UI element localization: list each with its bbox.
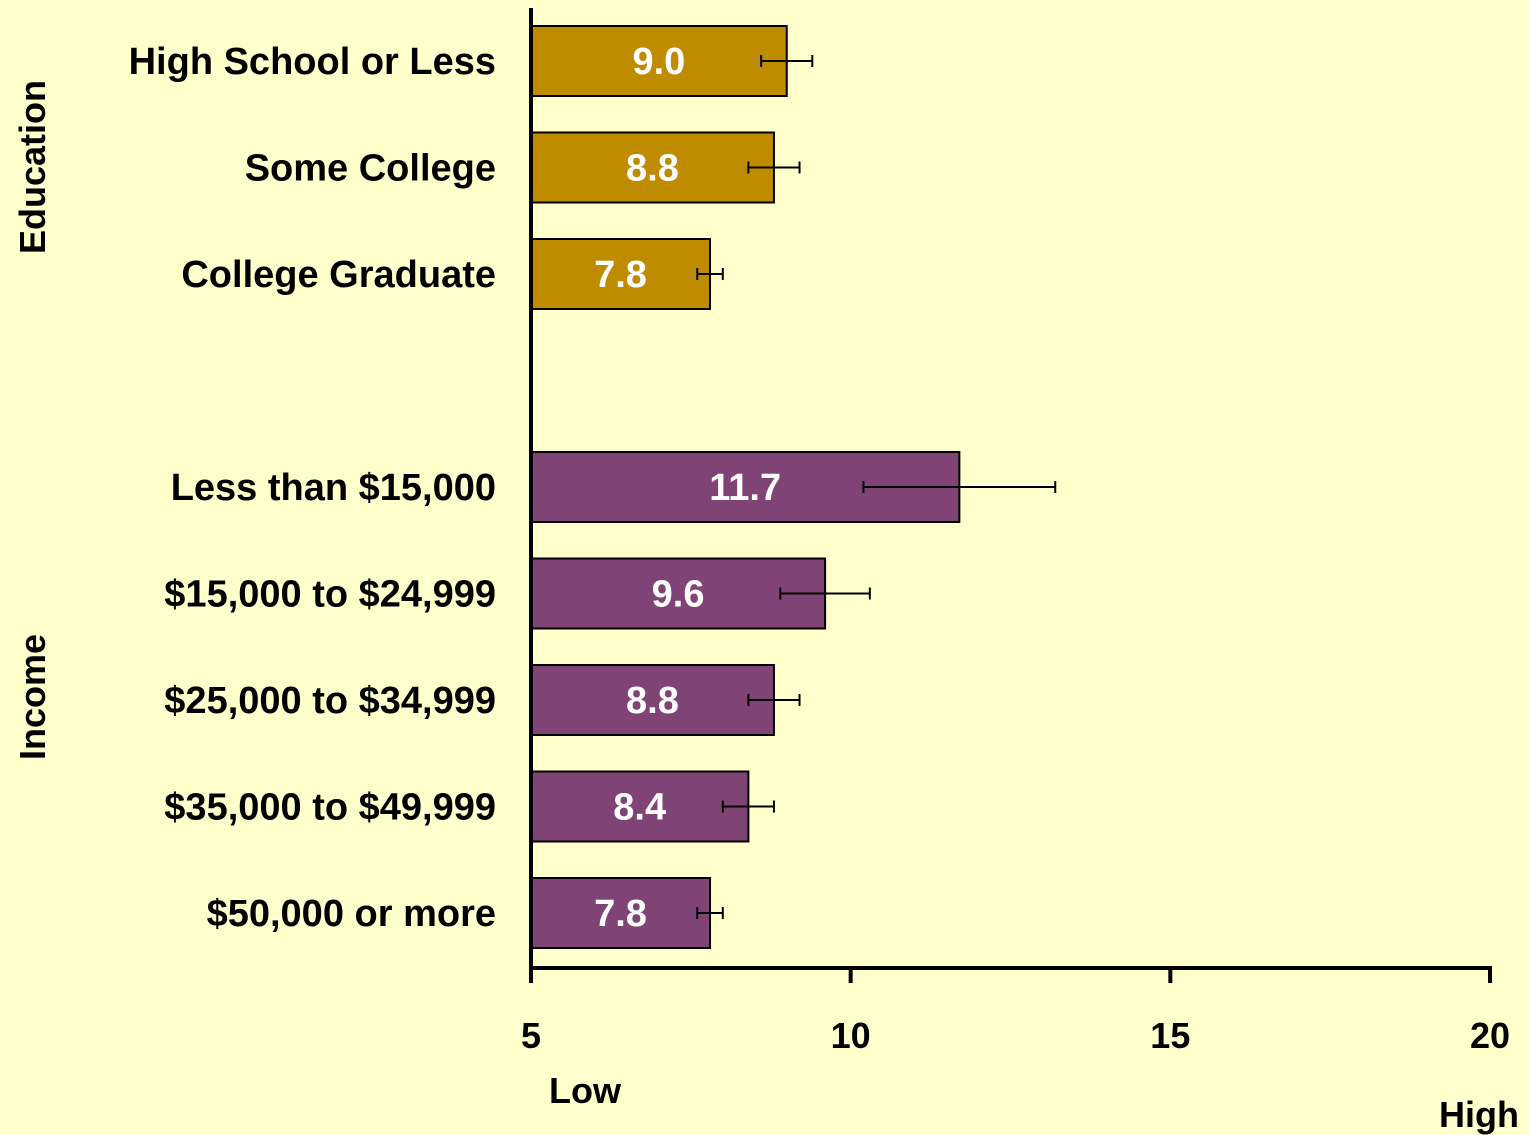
category-label: College Graduate [181,254,496,296]
value-label: 11.7 [709,467,781,509]
value-label: 7.8 [594,254,647,296]
value-label: 8.8 [626,148,679,190]
category-label: $25,000 to $34,999 [164,680,496,722]
bar [530,664,775,736]
category-label: Some College [245,148,496,190]
value-label: 9.6 [652,574,705,616]
bar [530,557,827,630]
value-label: 9.0 [632,41,685,83]
x-tick-label: 15 [1150,1015,1190,1056]
category-label: Less than $15,000 [171,467,496,509]
x-tick-label: 20 [1470,1015,1510,1056]
x-tick-label: 5 [521,1015,541,1056]
category-label: $15,000 to $24,999 [164,574,496,616]
category-label: $35,000 to $49,999 [164,787,496,829]
category-label: $50,000 or more [207,893,496,935]
high-label: High [1439,1094,1519,1135]
category-label: High School or Less [129,41,496,83]
group-label-education: Education [12,80,53,254]
value-label: 7.8 [594,893,647,935]
x-tick-label: 10 [831,1015,871,1056]
group-label-income: Income [12,634,53,760]
bar [530,25,788,97]
bar [530,131,775,204]
value-label: 8.8 [626,680,679,722]
bar [530,877,712,949]
low-label: Low [549,1070,622,1111]
value-label: 8.4 [613,787,666,829]
